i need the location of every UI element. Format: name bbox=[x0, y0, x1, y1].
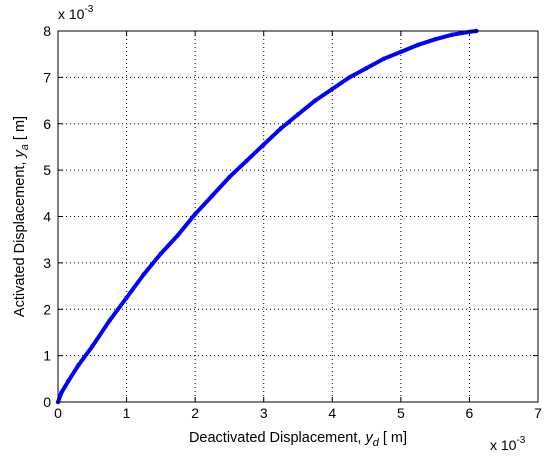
y-tick-label: 6 bbox=[43, 116, 51, 132]
x-tick-label: 1 bbox=[123, 405, 131, 421]
data-point bbox=[66, 378, 71, 384]
y-tick-label: 5 bbox=[43, 162, 51, 178]
data-point bbox=[330, 86, 335, 92]
x-axis-label: Deactivated Displacement, yd [ m] bbox=[189, 430, 407, 449]
data-point bbox=[227, 174, 232, 180]
data-point bbox=[432, 37, 438, 42]
x-axis-multiplier: x 10-3 bbox=[490, 435, 526, 453]
y-axis-multiplier: x 10-3 bbox=[58, 4, 94, 22]
data-point bbox=[278, 126, 284, 131]
grid bbox=[58, 31, 538, 402]
x-tick-label: 3 bbox=[260, 405, 268, 421]
data-point bbox=[381, 56, 386, 62]
data-point bbox=[261, 142, 266, 147]
data-point bbox=[141, 272, 146, 277]
data-point bbox=[175, 232, 181, 238]
data-point bbox=[59, 390, 64, 395]
data-point bbox=[158, 251, 164, 256]
y-tick-label: 8 bbox=[43, 23, 51, 39]
data-point bbox=[312, 98, 318, 103]
data-point bbox=[467, 29, 472, 35]
x-tick-label: 2 bbox=[191, 405, 199, 421]
data-point bbox=[76, 362, 81, 368]
x-tick-label: 6 bbox=[466, 405, 474, 421]
y-tick-label: 1 bbox=[43, 348, 51, 364]
data-point bbox=[90, 344, 95, 349]
data-point bbox=[192, 211, 198, 217]
y-tick-label: 2 bbox=[43, 301, 51, 317]
data-point bbox=[364, 65, 369, 71]
series-line bbox=[56, 29, 479, 404]
data-point bbox=[450, 32, 455, 37]
plot-frame bbox=[57, 30, 539, 403]
data-point bbox=[295, 112, 301, 117]
x-tick-label: 0 bbox=[54, 405, 62, 421]
x-tick-label: 7 bbox=[534, 405, 542, 421]
y-tick-label: 4 bbox=[43, 209, 51, 225]
data-point bbox=[210, 193, 215, 198]
tick-labels: 0 1 2 3 4 5 6 7 0 1 2 3 4 5 6 7 8 bbox=[43, 23, 542, 421]
data-point bbox=[244, 158, 249, 164]
data-point bbox=[415, 42, 421, 48]
series-layer bbox=[55, 28, 479, 405]
data-point bbox=[107, 318, 112, 324]
y-tick-label: 7 bbox=[43, 69, 51, 85]
x-tick-label: 5 bbox=[397, 405, 405, 421]
y-tick-label: 3 bbox=[43, 255, 51, 271]
data-point bbox=[124, 295, 129, 300]
data-point bbox=[347, 75, 352, 80]
data-point bbox=[398, 49, 404, 55]
y-tick-label: 0 bbox=[43, 394, 51, 410]
y-axis-label: Activated Displacement, ya [ m] bbox=[12, 116, 31, 317]
x-tick-label: 4 bbox=[328, 405, 336, 421]
